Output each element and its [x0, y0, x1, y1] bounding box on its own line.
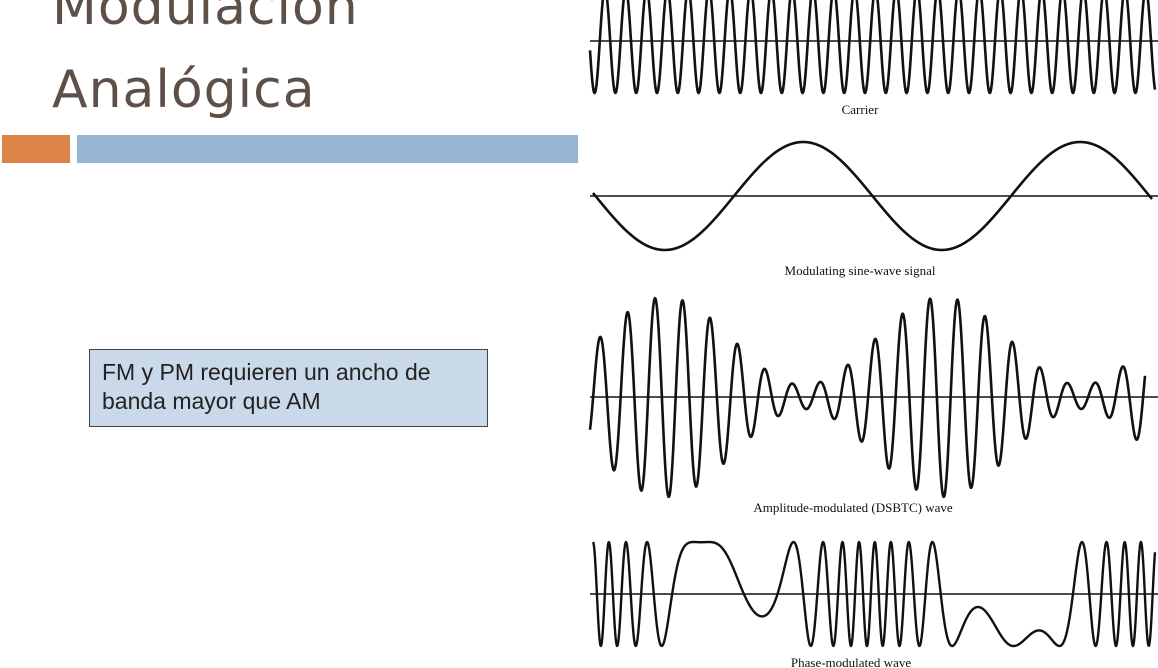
- am-caption: Amplitude-modulated (DSBTC) wave: [753, 500, 953, 515]
- accent-bar-orange: [2, 135, 70, 163]
- carrier-caption: Carrier: [842, 102, 879, 117]
- carrier-wave: [588, 0, 1157, 95]
- carrier-panel: Carrier: [588, 0, 1158, 117]
- title-line-2: Analógica: [52, 60, 316, 120]
- pm-caption: Phase-modulated wave: [791, 655, 911, 668]
- am-panel: Amplitude-modulated (DSBTC) wave: [588, 296, 1158, 515]
- modulating-wave: [591, 140, 1154, 252]
- note-box: FM y PM requieren un ancho de banda mayo…: [89, 349, 488, 427]
- pm-wave: [591, 540, 1157, 648]
- am-wave: [588, 296, 1147, 499]
- modulating-panel: Modulating sine-wave signal: [590, 140, 1158, 278]
- accent-bar-blue: [77, 135, 578, 163]
- pm-panel: Phase-modulated wave: [590, 540, 1158, 668]
- modulating-caption: Modulating sine-wave signal: [785, 263, 936, 278]
- slide-title: Modulación Analógica: [52, 0, 359, 132]
- title-line-1: Modulación: [52, 0, 359, 37]
